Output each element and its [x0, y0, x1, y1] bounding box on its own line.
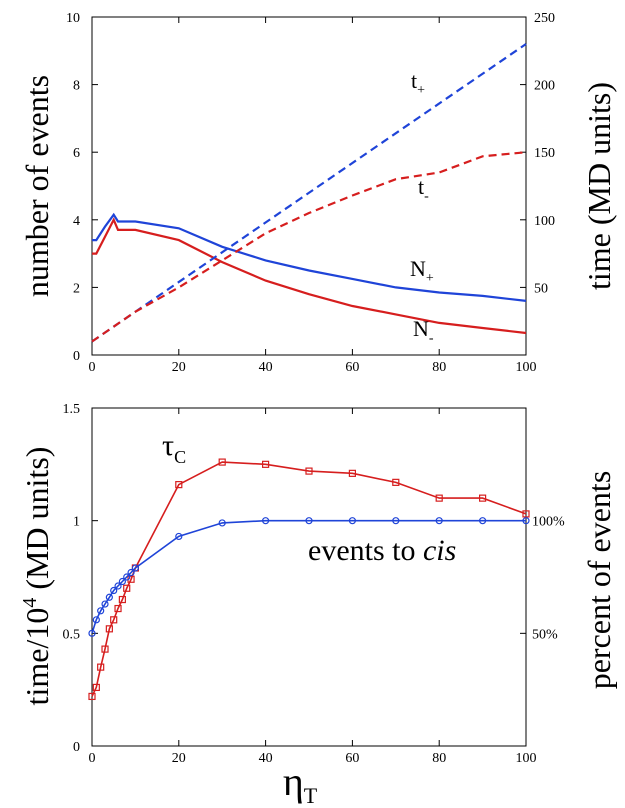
y-tick-label: 0.5	[63, 627, 81, 642]
y-right-tick-label: 200	[534, 79, 555, 94]
bottom-plot-frame	[92, 408, 526, 746]
bottom-series	[89, 459, 529, 699]
y-tick-label: 8	[73, 79, 80, 94]
bottom-ylabel-left: time/104 (MD units)	[19, 447, 55, 706]
y-tick-label: 1	[73, 515, 80, 530]
bottom-chart: 0 20 40 60 80 100 0 0.5 1 1.5 50% 100% time/104 (MD…	[19, 402, 617, 808]
label-t-minus: t-	[418, 174, 429, 204]
y-tick-label: 6	[73, 146, 80, 161]
y-right-tick-label: 100	[534, 214, 555, 229]
label-tau-c: τC	[162, 429, 186, 467]
y-right-tick-label: 50	[534, 281, 548, 296]
bottom-xlabel: ηT	[283, 759, 318, 808]
bottom-ticks: 0 20 40 60 80 100 0 0.5 1 1.5 50% 100%	[63, 402, 566, 766]
y-tick-label: 0	[73, 349, 80, 364]
series-line-N-	[92, 220, 526, 333]
y-right-tick-label: 250	[534, 11, 555, 26]
bottom-ylabel-right: percent of events	[581, 471, 617, 690]
x-tick-label: 80	[432, 751, 446, 766]
x-tick-label: 100	[516, 751, 537, 766]
y-tick-label: 4	[73, 214, 80, 229]
x-tick-label: 60	[345, 751, 359, 766]
x-tick-label: 80	[432, 360, 446, 375]
label-n-plus: N+	[410, 256, 434, 286]
series-line-τC	[92, 462, 526, 696]
x-tick-label: 0	[89, 360, 96, 375]
y-tick-label: 10	[66, 11, 80, 26]
y-tick-label: 1.5	[63, 402, 81, 417]
label-events-to-cis: events to cis	[308, 534, 456, 567]
y-right-tick-label: 100%	[532, 515, 565, 530]
x-tick-label: 20	[172, 360, 186, 375]
top-chart: 0 20 40 60 80 100 0 2 4 6 8 10 50 100 150 200 250 number…	[19, 11, 617, 375]
x-tick-label: 20	[172, 751, 186, 766]
top-ylabel-right: time (MD units)	[581, 82, 617, 290]
y-right-tick-label: 150	[534, 146, 555, 161]
x-tick-label: 100	[516, 360, 537, 375]
top-series	[92, 44, 526, 342]
top-plot-frame	[92, 17, 526, 355]
x-tick-label: 0	[89, 751, 96, 766]
x-tick-label: 40	[259, 360, 273, 375]
top-ylabel-left: number of events	[19, 75, 55, 297]
series-line-t+	[92, 44, 526, 342]
series-line-N+	[92, 215, 526, 301]
series-line-t-	[92, 152, 526, 341]
y-tick-label: 0	[73, 740, 80, 755]
x-tick-label: 40	[259, 751, 273, 766]
label-t-plus: t+	[411, 68, 425, 98]
x-tick-label: 60	[345, 360, 359, 375]
y-right-tick-label: 50%	[532, 627, 558, 642]
y-tick-label: 2	[73, 281, 80, 296]
